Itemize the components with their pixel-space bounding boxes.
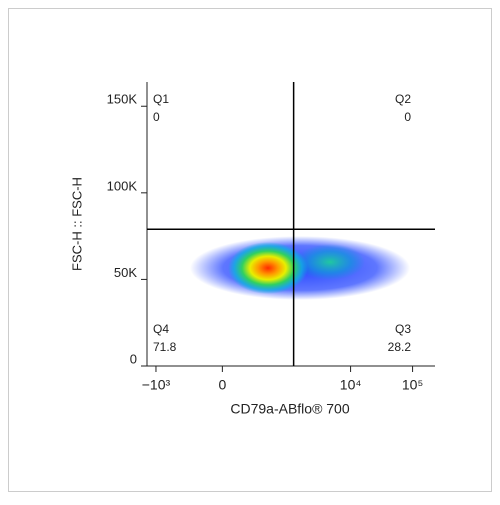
quadrant-value: 0 (404, 110, 411, 124)
x-tick-label: −10³ (142, 377, 171, 393)
quadrant-name: Q4 (153, 322, 169, 336)
y-axis-label: FSC-H :: FSC-H (69, 177, 84, 271)
x-tick-label: 0 (218, 377, 226, 393)
quadrant-value: 71.8 (153, 340, 177, 354)
y-tick-label: 100K (107, 178, 138, 193)
quadrant-name: Q1 (153, 92, 169, 106)
y-tick-label: 150K (107, 92, 138, 107)
y-tick-label: 50K (114, 265, 137, 280)
quadrant-value: 0 (153, 110, 160, 124)
outer-frame (8, 8, 492, 492)
y-tick-label: 0 (130, 351, 137, 366)
quadrant-name: Q2 (395, 92, 411, 106)
x-tick-label: 10⁵ (402, 377, 423, 393)
density-cloud (190, 236, 410, 300)
x-axis-label: CD79a-ABflo® 700 (230, 401, 349, 417)
quadrant-value: 28.2 (388, 340, 412, 354)
x-tick-label: 10⁴ (340, 377, 362, 393)
quadrant-name: Q3 (395, 322, 411, 336)
